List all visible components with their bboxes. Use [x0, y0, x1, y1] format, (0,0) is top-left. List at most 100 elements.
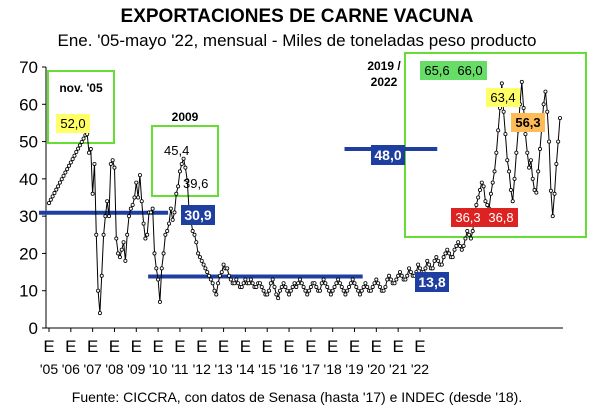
data-point	[368, 288, 373, 293]
data-point	[156, 277, 161, 282]
data-point	[388, 277, 393, 282]
data-point	[79, 139, 84, 144]
data-point	[407, 266, 412, 271]
chart-title: EXPORTACIONES DE CARNE VACUNA	[120, 6, 474, 27]
data-point	[88, 147, 93, 152]
data-point	[116, 251, 121, 256]
data-point	[532, 188, 537, 193]
data-point	[359, 288, 364, 293]
data-point	[328, 292, 333, 297]
annotation-value: 39,6	[183, 176, 208, 191]
data-point	[217, 273, 222, 278]
data-point	[145, 232, 150, 237]
data-point	[288, 288, 293, 293]
data-point	[505, 158, 510, 163]
data-point	[161, 251, 166, 256]
x-tick-month: E	[240, 337, 251, 356]
annotation-value-badge	[451, 208, 485, 227]
y-tick-label: 0	[29, 319, 38, 338]
data-point	[470, 229, 475, 234]
data-point	[445, 247, 450, 252]
x-tick-month: E	[392, 337, 403, 356]
data-point	[547, 139, 552, 144]
data-point	[243, 277, 248, 282]
data-point	[530, 176, 535, 181]
data-point	[292, 281, 297, 286]
data-point	[514, 150, 519, 155]
annotation-value: 52,0	[60, 116, 85, 131]
data-point	[534, 190, 539, 195]
y-tick-label: 40	[19, 170, 38, 189]
data-point	[227, 273, 232, 278]
data-point	[528, 158, 533, 163]
data-point	[272, 284, 277, 289]
data-point	[259, 284, 264, 289]
data-point	[461, 243, 466, 248]
data-point	[52, 191, 57, 196]
data-point	[483, 199, 488, 204]
chart-source: Fuente: CICCRA, con datos de Senasa (has…	[71, 389, 523, 405]
data-point	[536, 169, 541, 174]
reference-line-badge	[181, 205, 215, 225]
data-point	[523, 132, 528, 137]
data-point	[339, 284, 344, 289]
data-point	[254, 284, 259, 289]
data-point	[163, 232, 168, 237]
data-point	[152, 251, 157, 256]
data-point	[236, 281, 241, 286]
reference-line-label: 13,8	[418, 274, 445, 290]
data-point	[283, 284, 288, 289]
data-point	[430, 266, 435, 271]
data-point	[527, 165, 532, 170]
data-point	[457, 243, 462, 248]
data-point	[454, 243, 459, 248]
data-point	[403, 277, 408, 282]
x-tick-month: E	[152, 337, 163, 356]
data-point	[558, 116, 563, 121]
data-point	[99, 273, 104, 278]
data-point	[168, 206, 173, 211]
data-point	[134, 180, 139, 185]
reference-line-label: 30,9	[184, 207, 211, 223]
data-point	[479, 180, 484, 185]
data-point	[285, 288, 290, 293]
data-point	[456, 240, 461, 245]
data-point	[274, 292, 279, 297]
data-point	[319, 281, 324, 286]
data-point	[510, 199, 515, 204]
data-point	[387, 273, 392, 278]
data-point	[343, 292, 348, 297]
data-point	[465, 229, 470, 234]
annotation-title: 2019 /	[367, 59, 401, 73]
data-point	[279, 284, 284, 289]
data-point	[221, 262, 226, 267]
data-point	[490, 180, 495, 185]
data-point	[201, 262, 206, 267]
data-point	[294, 284, 299, 289]
data-point	[77, 143, 82, 148]
x-tick-year: '15	[258, 361, 276, 377]
data-point	[194, 240, 199, 245]
data-point	[297, 277, 302, 282]
data-point	[68, 160, 73, 165]
annotation-value-badge	[420, 61, 454, 80]
data-point	[385, 277, 390, 282]
data-point	[47, 201, 52, 206]
data-point	[436, 258, 441, 263]
x-tick-month: E	[327, 337, 338, 356]
data-point	[537, 147, 542, 152]
data-point	[365, 284, 370, 289]
data-point	[105, 199, 110, 204]
data-point	[459, 247, 464, 252]
data-point	[425, 258, 430, 263]
annotation-title: 2009	[172, 110, 199, 124]
data-point	[314, 284, 319, 289]
x-tick-year: '17	[302, 361, 320, 377]
data-point	[265, 292, 270, 297]
data-point	[399, 273, 404, 278]
data-point	[330, 288, 335, 293]
data-point	[185, 178, 190, 183]
data-point	[450, 255, 455, 260]
data-point	[432, 258, 437, 263]
